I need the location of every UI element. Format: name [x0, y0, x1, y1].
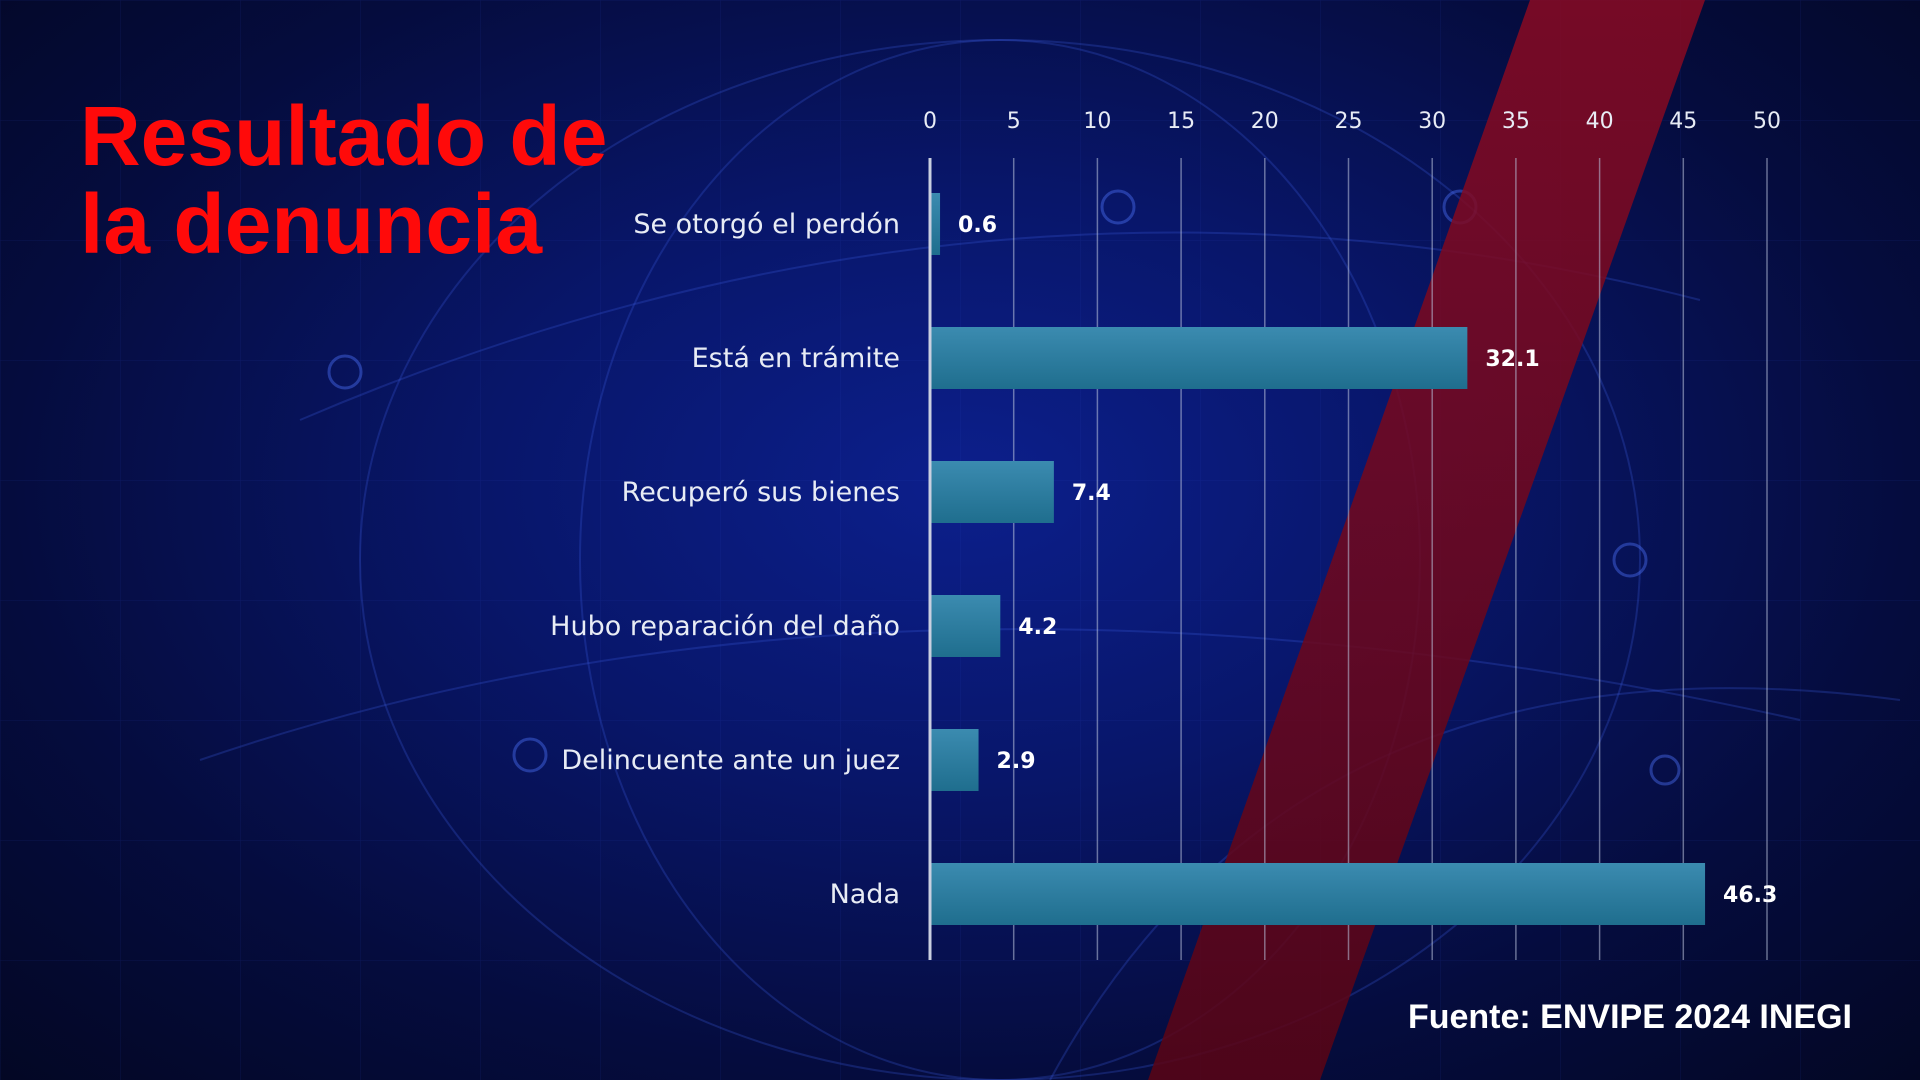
value-label-6: 46.3 [1723, 883, 1777, 908]
tick-label-50: 50 [1753, 109, 1781, 134]
tick-label-30: 30 [1418, 109, 1446, 134]
bar-5 [930, 729, 979, 791]
bar-1 [930, 193, 941, 255]
category-label-3: Recuperó sus bienes [622, 477, 900, 508]
tick-label-40: 40 [1586, 109, 1614, 134]
bar-6 [930, 863, 1706, 925]
tick-label-35: 35 [1502, 109, 1530, 134]
x-axis-ticks: 0 5 10 15 20 25 30 35 40 45 50 [923, 109, 1781, 134]
category-label-2: Está en trámite [692, 343, 900, 374]
source-label: Fuente: ENVIPE 2024 INEGI [1407, 998, 1852, 1036]
value-labels: 0.6 32.1 7.4 4.2 2.9 46.3 [958, 213, 1777, 908]
tick-label-10: 10 [1083, 109, 1111, 134]
category-label-4: Hubo reparación del daño [550, 611, 900, 642]
value-label-5: 2.9 [997, 749, 1036, 774]
tick-label-0: 0 [923, 109, 937, 134]
value-label-2: 32.1 [1485, 347, 1539, 372]
category-labels: Se otorgó el perdón Está en trámite Recupe… [550, 209, 900, 910]
category-label-5: Delincuente ante un juez [561, 745, 900, 776]
gridlines [1012, 158, 1768, 960]
tick-label-15: 15 [1167, 109, 1195, 134]
bar-4 [930, 595, 1001, 657]
tick-label-20: 20 [1251, 109, 1279, 134]
bar-3 [930, 461, 1054, 523]
value-label-4: 4.2 [1018, 615, 1057, 640]
title-line-1: Resultado de [80, 89, 608, 183]
bars [930, 193, 1706, 925]
tick-label-5: 5 [1007, 109, 1021, 134]
bar-2 [930, 327, 1468, 389]
tick-label-25: 25 [1335, 109, 1363, 134]
red-diagonal-band [1148, 0, 1705, 1080]
category-label-1: Se otorgó el perdón [633, 209, 900, 240]
page-title: Resultado de la denuncia [80, 92, 607, 268]
title-line-2: la denuncia [80, 177, 543, 271]
tick-label-45: 45 [1669, 109, 1697, 134]
value-label-1: 0.6 [958, 213, 997, 238]
category-label-6: Nada [830, 879, 900, 910]
value-label-3: 7.4 [1072, 481, 1111, 506]
